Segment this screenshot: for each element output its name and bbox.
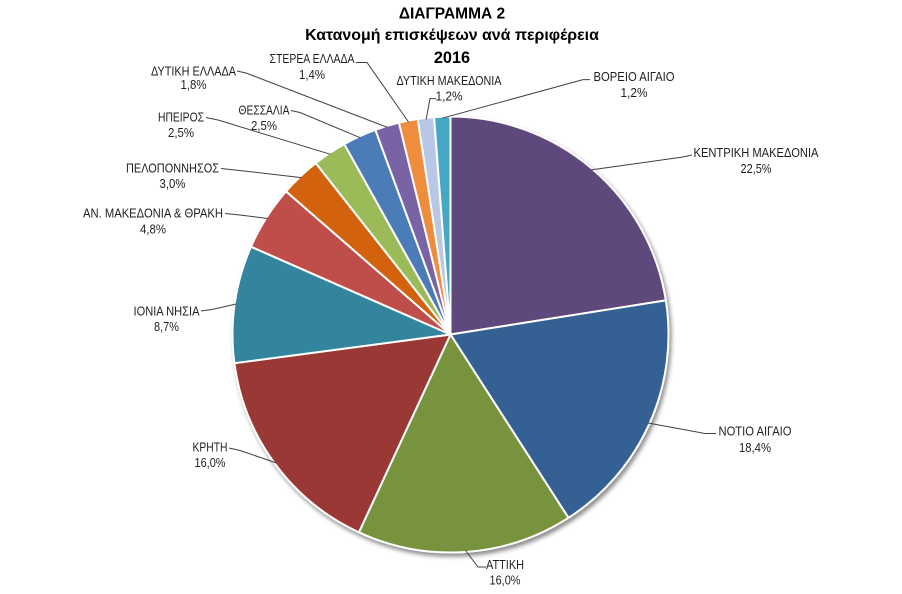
svg-text:16,0%: 16,0%	[490, 573, 521, 588]
svg-text:ΒΟΡΕΙΟ ΑΙΓΑΙΟ: ΒΟΡΕΙΟ ΑΙΓΑΙΟ	[594, 69, 675, 84]
svg-text:ΙΟΝΙΑ ΝΗΣΙΑ: ΙΟΝΙΑ ΝΗΣΙΑ	[134, 304, 200, 319]
svg-text:2,5%: 2,5%	[251, 118, 277, 133]
svg-text:Κατανομή επισκέψεων ανά περιφέ: Κατανομή επισκέψεων ανά περιφέρεια	[305, 27, 599, 44]
svg-text:22,5%: 22,5%	[741, 161, 772, 176]
svg-text:ΣΤΕΡΕΑ ΕΛΛΑΔΑ: ΣΤΕΡΕΑ ΕΛΛΑΔΑ	[270, 51, 355, 66]
svg-text:ΔΥΤΙΚΗ ΜΑΚΕΔΟΝΙΑ: ΔΥΤΙΚΗ ΜΑΚΕΔΟΝΙΑ	[397, 73, 502, 88]
svg-text:ΚΡΗΤΗ: ΚΡΗΤΗ	[193, 440, 228, 455]
svg-text:ΔΙΑΓΡΑΜΜΑ 2: ΔΙΑΓΡΑΜΜΑ 2	[399, 6, 505, 23]
svg-text:1,4%: 1,4%	[299, 67, 325, 82]
svg-text:1,2%: 1,2%	[621, 85, 648, 100]
svg-text:ΚΕΝΤΡΙΚΗ ΜΑΚΕΔΟΝΙΑ: ΚΕΝΤΡΙΚΗ ΜΑΚΕΔΟΝΙΑ	[694, 145, 819, 160]
svg-text:16,0%: 16,0%	[195, 455, 226, 470]
svg-text:ΑΤΤΙΚΗ: ΑΤΤΙΚΗ	[486, 557, 524, 572]
svg-text:1,8%: 1,8%	[181, 77, 207, 92]
svg-text:ΑΝ. ΜΑΚΕΔΟΝΙΑ & ΘΡΑΚΗ: ΑΝ. ΜΑΚΕΔΟΝΙΑ & ΘΡΑΚΗ	[83, 206, 223, 221]
svg-text:18,4%: 18,4%	[739, 440, 771, 455]
svg-text:1,2%: 1,2%	[436, 89, 463, 104]
svg-text:ΝΟΤΙΟ ΑΙΓΑΙΟ: ΝΟΤΙΟ ΑΙΓΑΙΟ	[719, 424, 792, 439]
svg-text:2,5%: 2,5%	[168, 125, 194, 140]
svg-text:8,7%: 8,7%	[154, 319, 179, 334]
svg-text:ΘΕΣΣΑΛΙΑ: ΘΕΣΣΑΛΙΑ	[239, 103, 290, 118]
svg-text:ΗΠΕΙΡΟΣ: ΗΠΕΙΡΟΣ	[158, 110, 204, 125]
svg-text:ΔΥΤΙΚΗ ΕΛΛΑΔΑ: ΔΥΤΙΚΗ ΕΛΛΑΔΑ	[151, 64, 236, 79]
svg-text:4,8%: 4,8%	[140, 222, 166, 237]
svg-text:2016: 2016	[434, 49, 470, 67]
svg-text:3,0%: 3,0%	[160, 176, 186, 191]
svg-text:ΠΕΛΟΠΟΝΝΗΣΟΣ: ΠΕΛΟΠΟΝΝΗΣΟΣ	[126, 161, 219, 176]
